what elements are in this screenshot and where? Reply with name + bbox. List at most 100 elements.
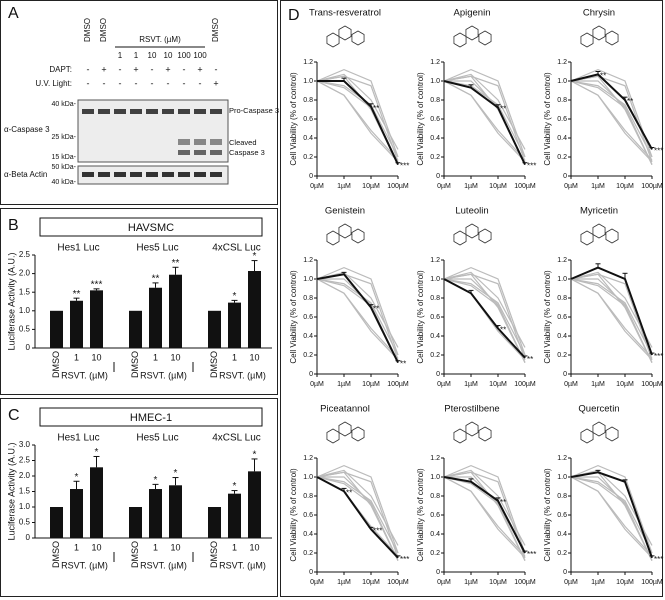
y-tick-label: 1.0 [19, 306, 31, 315]
y-tick-label: 1.0 [557, 276, 567, 283]
structure-icon [351, 30, 365, 46]
viability-line [570, 471, 653, 559]
y-tick-label: 1.0 [557, 474, 567, 481]
x-tick-label: 0µM [437, 381, 451, 388]
structure-icon [478, 228, 492, 244]
comparison-line [316, 68, 399, 158]
y-axis-label: Cell Viability (% of control) [543, 72, 552, 166]
treatment-sign: - [151, 64, 154, 74]
structure-icon [478, 30, 492, 46]
group-label: 4xCSL Luc [212, 243, 261, 254]
bar [129, 310, 142, 348]
treatment-sign: - [215, 64, 218, 74]
y-tick-label: 0.8 [430, 295, 440, 302]
viability-line [443, 476, 526, 554]
x-tick-label: 10µM [616, 183, 634, 190]
structure-icon [338, 223, 352, 239]
treatment-sign: - [87, 78, 90, 88]
antibody-label: α-Beta Actin [4, 170, 47, 179]
comparison-line [316, 464, 399, 554]
y-tick-label: 1.2 [430, 59, 440, 66]
y-tick-label: 1.5 [19, 487, 31, 496]
y-axis-label: Cell Viability (% of control) [416, 468, 425, 562]
y-axis-label: Cell Viability (% of control) [416, 270, 425, 364]
y-tick-label: 0.6 [557, 512, 567, 519]
y-tick-label: 0 [436, 569, 440, 576]
lane-label: DMSO [211, 18, 220, 42]
significance: ** [152, 274, 160, 285]
antibody-label: α-Caspase 3 [4, 125, 50, 134]
significance: * [253, 450, 257, 461]
comparison-line [570, 75, 653, 165]
y-tick-label: 0.2 [303, 154, 313, 161]
viability-line [317, 80, 399, 166]
significance: * [75, 472, 79, 483]
chart-title: Quercetin [578, 404, 619, 415]
lane-label: 10 [164, 51, 173, 60]
y-tick-label: 1.5 [19, 287, 31, 296]
actin-band [178, 172, 190, 177]
comparison-line [316, 75, 399, 162]
x-axis-label: RSVT. (µM) [219, 370, 266, 380]
viability-line [316, 476, 399, 559]
panel-label: A [8, 5, 19, 22]
band-label: Caspase 3 [229, 148, 265, 157]
x-tick-label: 10µM [362, 381, 380, 388]
viability-line [443, 80, 526, 166]
cleaved-band [210, 150, 222, 155]
comparison-line [443, 476, 526, 559]
bar [248, 471, 261, 538]
y-tick-label: 0.6 [430, 512, 440, 519]
bar [228, 302, 241, 348]
x-tick-label: 1µM [337, 381, 351, 388]
treatment-label: U.V. Light: [35, 79, 72, 88]
y-tick-label: 1.0 [19, 502, 31, 511]
bar [149, 489, 162, 538]
x-tick-label: 1 [153, 352, 158, 362]
panel-d-frame [280, 0, 663, 597]
chart-title: Pterostilbene [444, 404, 499, 415]
panel-label: D [288, 7, 300, 24]
y-tick-label: 1.2 [557, 257, 567, 264]
y-tick-label: 0 [563, 371, 567, 378]
y-tick-label: 0.2 [430, 154, 440, 161]
actin-band [114, 172, 126, 177]
y-tick-label: 0.8 [430, 97, 440, 104]
comparison-line [570, 278, 653, 356]
structure-icon [605, 30, 619, 46]
bar [228, 493, 241, 538]
x-axis-label: RSVT. (µM) [61, 370, 108, 380]
x-tick-label: 0µM [310, 183, 324, 190]
comparison-line [570, 476, 653, 554]
x-tick-label: 10µM [489, 183, 507, 190]
cleaved-band [194, 139, 206, 145]
pro-caspase-band [130, 109, 142, 114]
y-tick-label: 1.0 [430, 78, 440, 85]
y-tick-label: 0.4 [430, 531, 440, 538]
y-tick-label: 0.6 [430, 116, 440, 123]
comparison-line [570, 471, 653, 561]
band-label: Cleaved [229, 138, 257, 147]
significance: ** [600, 71, 606, 80]
significance: *** [91, 279, 103, 290]
y-tick-label: 0.6 [557, 116, 567, 123]
bar [208, 310, 221, 348]
comparison-line [443, 68, 526, 158]
y-tick-label: 1.0 [303, 78, 313, 85]
lane-label: DMSO [99, 18, 108, 42]
x-tick-label: 0µM [437, 183, 451, 190]
band-label: Pro-Caspase 3 [229, 106, 279, 115]
x-tick-label: 0µM [564, 183, 578, 190]
x-tick-label: 100µM [514, 183, 536, 190]
x-axis-label: RSVT. (µM) [140, 370, 187, 380]
y-tick-label: 0 [436, 371, 440, 378]
comparison-line [570, 273, 653, 360]
x-axis-label: RSVT. (µM) [140, 560, 187, 570]
kda-marker: 40 kDa- [51, 179, 76, 186]
y-tick-label: 0.2 [557, 352, 567, 359]
x-tick-label: 10 [170, 542, 180, 552]
y-tick-label: 0.5 [19, 518, 31, 527]
y-tick-label: 0.2 [303, 352, 313, 359]
bar [90, 290, 103, 348]
x-tick-label: 100µM [641, 579, 663, 586]
